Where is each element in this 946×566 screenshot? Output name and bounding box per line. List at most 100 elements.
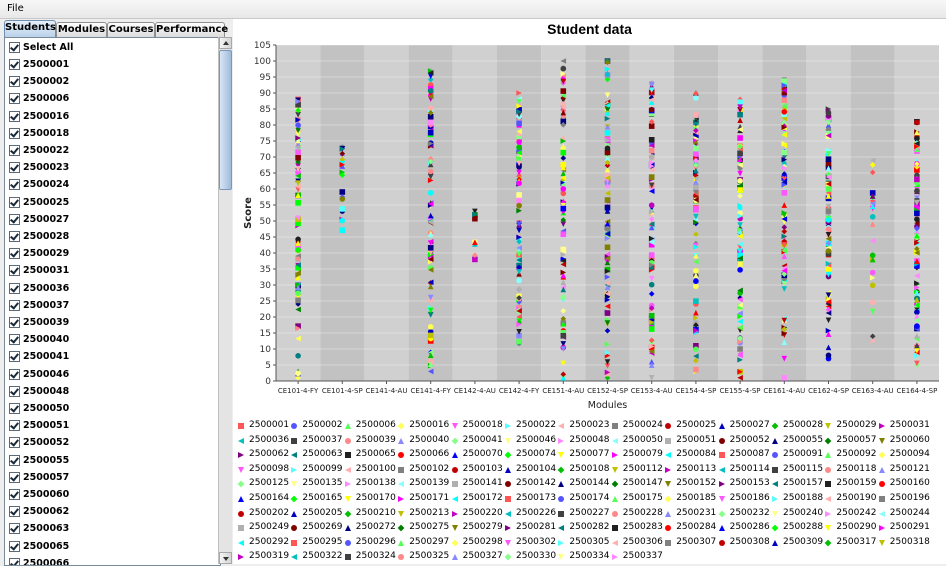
student-checkbox[interactable] [9,196,20,208]
student-checkbox[interactable] [9,471,20,483]
student-list-item[interactable]: 2500024 [7,177,217,193]
data-point [604,244,611,251]
data-point [914,210,920,217]
student-list-item[interactable]: 2500060 [7,487,217,503]
student-list-item[interactable]: 2500022 [7,143,217,159]
student-list-item[interactable]: 2500046 [7,367,217,383]
student-list-item[interactable]: 2500002 [7,74,217,90]
student-checkbox[interactable] [9,299,20,311]
student-list-item[interactable]: 2500029 [7,246,217,262]
data-point [472,215,478,222]
y-tick-label: 50 [260,217,272,227]
student-checkbox[interactable] [9,213,20,225]
student-checkbox[interactable] [9,540,20,552]
student-list-item[interactable]: 2500027 [7,212,217,228]
tab-courses[interactable]: Courses [107,22,155,37]
student-checkbox[interactable] [9,248,20,260]
student-checkbox[interactable] [9,506,20,518]
student-list-item[interactable]: 2500050 [7,401,217,417]
scroll-thumb[interactable] [219,50,232,190]
tab-modules[interactable]: Modules [56,22,107,37]
scroll-up-button[interactable] [219,37,232,49]
data-point [781,355,788,362]
student-checkbox[interactable] [9,420,20,432]
data-point [427,88,434,94]
student-checkbox[interactable] [9,317,20,328]
select-all-checkbox[interactable] [9,42,20,53]
student-checkbox[interactable] [9,93,20,105]
student-checkbox[interactable] [9,59,20,70]
student-list-item[interactable]: 2500037 [7,298,217,314]
student-checkbox[interactable] [9,127,20,139]
legend-marker-icon [291,510,298,517]
data-point [737,126,743,133]
student-list-item[interactable]: 2500018 [7,126,217,142]
student-checkbox[interactable] [9,334,20,346]
legend-label: 2500060 [889,434,930,445]
student-list-item[interactable]: 2500025 [7,195,217,211]
data-point [737,156,743,163]
legend-label: 2500227 [569,507,610,518]
y-tick-label: 25 [260,297,271,307]
student-checkbox[interactable] [9,162,20,174]
student-list-item[interactable]: 2500001 [7,57,217,73]
student-list-item[interactable]: 2500048 [7,384,217,400]
legend-marker-icon [344,466,351,473]
data-point [914,143,920,150]
student-list-item[interactable]: 2500066 [7,556,217,565]
student-checkbox[interactable] [9,489,20,500]
select-all-item[interactable]: Select All [7,40,217,56]
student-list-item[interactable]: 2500062 [7,504,217,520]
scroll-down-button[interactable] [219,552,232,564]
student-list-item[interactable]: 2500055 [7,453,217,469]
student-list-item[interactable]: 2500031 [7,263,217,279]
file-menu[interactable]: File [7,3,24,14]
data-point [604,155,611,161]
student-checkbox[interactable] [9,110,20,122]
student-checkbox[interactable] [9,282,20,294]
student-checkbox[interactable] [9,523,20,535]
student-checkbox[interactable] [9,557,20,565]
data-point [427,109,434,116]
data-point [604,221,611,227]
student-list-item[interactable]: 2500006 [7,91,217,107]
student-id-label: 2500037 [23,299,70,311]
data-point [914,140,920,147]
student-checkbox[interactable] [9,231,20,242]
student-list-item[interactable]: 2500023 [7,160,217,176]
student-checkbox[interactable] [9,179,20,191]
legend-marker-icon [825,510,832,517]
student-checkbox[interactable] [9,351,20,363]
student-checkbox[interactable] [9,368,20,380]
student-id-label: 2500060 [23,489,70,500]
list-scrollbar[interactable] [218,37,232,564]
data-point [604,92,611,98]
student-checkbox[interactable] [9,76,20,88]
data-point [869,169,876,176]
student-list-item[interactable]: 2500057 [7,470,217,486]
student-list-item[interactable]: 2500041 [7,349,217,365]
student-checkbox[interactable] [9,403,20,414]
student-checkbox[interactable] [9,385,20,397]
student-list-item[interactable]: 2500051 [7,418,217,434]
tab-students[interactable]: Students [4,20,56,38]
student-checkbox[interactable] [9,454,20,466]
legend-marker-icon [772,466,778,473]
student-list-item[interactable]: 2500040 [7,332,217,348]
student-list-item[interactable]: 2500065 [7,539,217,555]
data-point [781,97,788,104]
student-list-item[interactable]: 2500039 [7,315,217,331]
legend-label: 2500292 [249,536,290,547]
tab-performance[interactable]: Performance [155,22,229,37]
legend-marker-icon [451,539,458,547]
student-checkbox[interactable] [9,265,20,277]
student-list-item[interactable]: 2500063 [7,521,217,537]
student-list-item[interactable]: 2500036 [7,281,217,297]
y-tick-label: 80 [260,121,272,131]
student-list-item[interactable]: 2500052 [7,435,217,451]
student-list-item[interactable]: 2500028 [7,229,217,245]
student-checkbox[interactable] [9,145,20,156]
student-checkbox[interactable] [9,437,20,449]
student-list-item[interactable]: 2500016 [7,109,217,125]
data-point [516,149,522,156]
